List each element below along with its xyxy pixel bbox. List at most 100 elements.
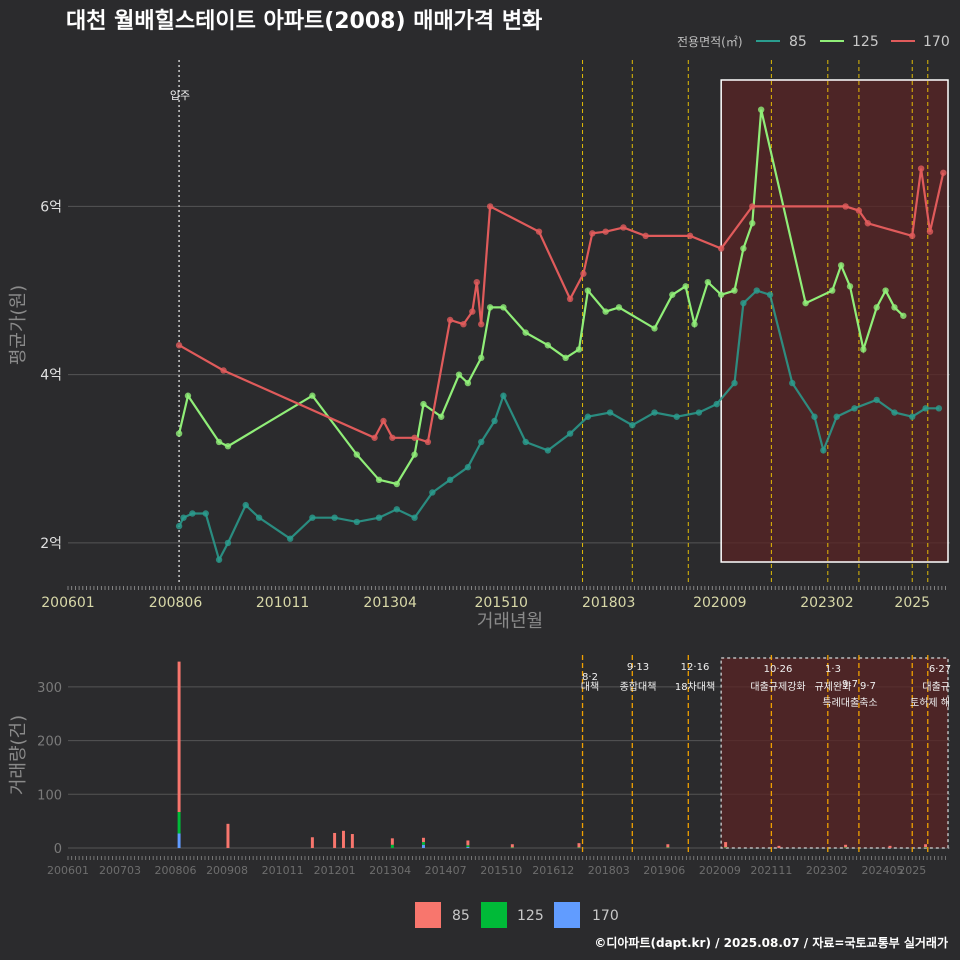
data-point-85 [331,514,338,521]
data-point-125 [837,262,845,269]
data-point-125 [691,321,698,328]
data-point-125 [873,304,880,311]
data-point-85 [766,291,774,298]
data-point-125 [669,291,676,298]
data-point-170 [749,203,756,210]
data-point-170 [580,270,587,277]
data-point-125 [682,283,689,290]
data-point-85 [811,413,818,420]
volume-y-tick-label: 0 [54,842,62,857]
data-point-85 [180,514,187,521]
x-tick-label: 201304 [363,595,417,611]
data-point-170 [220,367,227,374]
data-point-85 [286,535,294,542]
volume-x-tick-label: 202111 [750,864,792,877]
volume-bar-85 [177,661,181,813]
volume-x-tick-label: 2025 [898,864,926,877]
data-point-85 [544,447,552,454]
data-point-125 [717,291,725,298]
data-point-85 [189,510,196,517]
annotation-date: 1·3 [825,664,841,675]
y-axis-title: 평균가(원) [8,285,29,365]
data-point-170 [717,245,725,252]
data-point-85 [673,413,680,420]
data-point-125 [411,451,418,458]
volume-x-tick-label: 201906 [643,864,685,877]
data-point-125 [882,287,889,294]
highlight-box [720,79,949,563]
volume-bar-125 [390,844,394,848]
legend-label-85: 85 [789,34,807,50]
data-point-85 [224,539,232,547]
data-point-125 [309,392,316,399]
data-point-85 [375,514,383,521]
volume-x-tick-label: 201612 [532,864,574,877]
data-point-170 [446,316,454,324]
volume-legend-swatch-125 [481,902,507,928]
data-point-85 [429,489,436,496]
data-point-125 [455,371,463,378]
data-point-170 [460,321,467,328]
annotation-date: 6·27 [929,664,951,675]
volume-y-tick-label: 100 [37,788,62,803]
volume-bar-85 [310,837,314,848]
data-point-170 [926,228,934,235]
volume-bar-125 [466,845,470,847]
data-point-170 [424,438,432,446]
data-point-125 [544,342,552,349]
data-point-125 [562,354,569,362]
data-point-85 [491,417,498,425]
data-point-170 [469,308,476,315]
x-tick-label: 202009 [693,595,746,611]
data-point-125 [184,392,192,399]
data-point-85 [629,421,636,429]
data-point-85 [731,379,738,387]
data-point-170 [855,207,863,214]
data-point-125 [500,304,507,311]
annotation-date: 9·7 [860,681,876,692]
volume-x-tick-label: 202302 [806,864,848,877]
data-point-170 [389,434,396,441]
data-point-85 [820,447,827,454]
x-tick-label: 200601 [41,595,94,611]
volume-bar-85 [421,837,425,843]
volume-legend-label-85: 85 [452,908,470,924]
volume-legend-swatch-170 [554,902,580,928]
data-point-170 [917,165,925,172]
data-point-85 [740,299,747,307]
volume-legend-label-125: 125 [517,908,544,924]
volume-bar-85 [226,823,230,848]
volume-policy-lines [581,655,929,855]
data-point-85 [651,409,658,416]
data-point-125 [740,245,747,252]
volume-legend: 85 125 170 [415,902,619,928]
data-point-125 [438,413,445,420]
annotation-label: 대출규 [922,681,950,693]
annotation-label: 대출규제강화 [750,681,805,693]
volume-bar-85 [666,844,670,848]
data-point-170 [940,169,947,176]
policy-annotations: 8·2대책 9·13 종합대책 12·16 18차대책 10·26 대출규제강화 1·3 규제완… [581,662,951,709]
data-point-125 [584,287,592,294]
volume-x-tick-label: 201011 [262,864,304,877]
volume-bar-125 [924,847,928,848]
x-tick-label: 201803 [582,595,635,611]
volume-x-tick-label: 200908 [206,864,248,877]
x-axis-title: 거래년월 [477,611,543,632]
annotation-date: 9·13 [627,662,649,673]
main-policy-lines [178,60,929,585]
data-point-170 [478,321,485,328]
top-legend: 전용면적(㎡) 85 125 170 [677,34,950,50]
annotation-date: 8·2 [582,672,598,683]
data-point-170 [371,434,378,441]
data-point-125 [393,480,401,488]
volume-bar-85 [844,844,848,848]
volume-bar-125 [510,847,514,848]
data-point-85 [566,430,574,437]
data-point-85 [909,413,916,420]
annotation-label: 규제완화 [815,681,852,693]
annotation-label: 종합대책 [620,681,657,693]
volume-bar-170 [177,833,181,848]
volume-y-tick-label: 200 [37,735,62,750]
